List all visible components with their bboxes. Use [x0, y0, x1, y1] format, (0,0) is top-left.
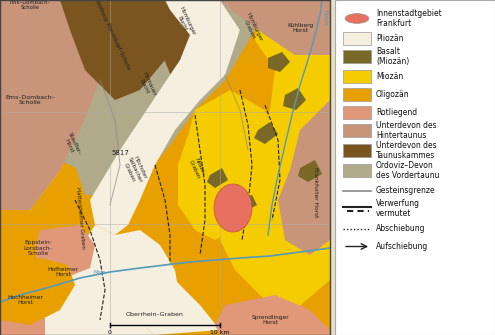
- Polygon shape: [0, 0, 100, 210]
- Polygon shape: [70, 0, 255, 195]
- Polygon shape: [60, 0, 180, 100]
- Text: Hochheimer
Horst: Hochheimer Horst: [7, 294, 43, 306]
- Polygon shape: [35, 225, 95, 278]
- Text: Verwerfung
vermutet: Verwerfung vermutet: [376, 199, 420, 218]
- Polygon shape: [0, 258, 75, 325]
- Bar: [343, 124, 371, 137]
- Bar: [343, 50, 371, 63]
- Text: Eppstein-
Lorsbach-
Scholle: Eppstein- Lorsbach- Scholle: [24, 240, 52, 256]
- Text: Fink–Dombach–
Scholle: Fink–Dombach– Scholle: [9, 0, 50, 10]
- Polygon shape: [65, 225, 180, 330]
- Text: Stauffer–
Horst: Stauffer– Horst: [62, 131, 82, 158]
- Polygon shape: [283, 88, 306, 110]
- Text: Gesteinsgrenze: Gesteinsgrenze: [376, 186, 436, 195]
- Text: Innenstadtgebiet
Frankfurt: Innenstadtgebiet Frankfurt: [376, 9, 442, 28]
- Text: Sprendlinger
Horst: Sprendlinger Horst: [251, 315, 289, 325]
- Polygon shape: [65, 255, 220, 335]
- Text: Homburger
Bucht: Homburger Bucht: [174, 6, 197, 39]
- Text: 5817: 5817: [111, 150, 129, 156]
- Text: Kühlberg
Horst: Kühlberg Horst: [287, 22, 313, 34]
- Text: Homburger
Graben: Homburger Graben: [241, 11, 263, 45]
- Polygon shape: [150, 0, 240, 95]
- Polygon shape: [298, 160, 322, 182]
- Text: Main: Main: [94, 269, 106, 274]
- Polygon shape: [254, 122, 278, 144]
- Polygon shape: [70, 0, 255, 195]
- Bar: [343, 106, 371, 119]
- Bar: [343, 88, 371, 101]
- Text: Unterdevon des
Hintertaunus: Unterdevon des Hintertaunus: [376, 121, 437, 140]
- Text: Hornauer
Bucht: Hornauer Bucht: [137, 71, 157, 99]
- Text: Miozän: Miozän: [376, 72, 403, 81]
- Text: Oberrhein–Graben: Oberrhein–Graben: [126, 313, 184, 318]
- Bar: [335, 0, 495, 335]
- Text: Nidda–
Graben: Nidda– Graben: [188, 156, 206, 180]
- Polygon shape: [60, 0, 180, 100]
- Bar: [0, 0, 330, 335]
- Polygon shape: [268, 52, 290, 72]
- Text: Höchster
Salbacher
Graben: Höchster Salbacher Graben: [122, 154, 148, 186]
- Text: Basalt
(Miozän): Basalt (Miozän): [376, 47, 409, 66]
- Text: Ems–Dombach–
Scholle: Ems–Dombach– Scholle: [5, 94, 55, 106]
- Text: Aufschiebung: Aufschiebung: [376, 242, 428, 251]
- Polygon shape: [0, 0, 100, 210]
- Text: Frankfurter Horst: Frankfurter Horst: [312, 167, 317, 217]
- Polygon shape: [0, 310, 45, 335]
- Polygon shape: [278, 100, 330, 255]
- Text: Nidda: Nidda: [323, 10, 328, 26]
- Text: Rotliegend: Rotliegend: [376, 108, 417, 117]
- Bar: [343, 164, 371, 177]
- Polygon shape: [215, 295, 330, 335]
- Text: Unterdevon des
Taunuskammes: Unterdevon des Taunuskammes: [376, 141, 437, 160]
- Text: Ordoviz–Devon
des Vordertaunu: Ordoviz–Devon des Vordertaunu: [376, 161, 440, 180]
- Polygon shape: [178, 90, 280, 240]
- Ellipse shape: [345, 14, 369, 23]
- Polygon shape: [240, 195, 257, 212]
- Ellipse shape: [214, 184, 252, 232]
- Polygon shape: [220, 0, 330, 55]
- Polygon shape: [215, 0, 330, 310]
- Text: Hofheimer
Horst: Hofheimer Horst: [48, 267, 79, 277]
- Text: Oligozän: Oligozän: [376, 90, 410, 99]
- Bar: [343, 144, 371, 157]
- Bar: [0, 0, 330, 335]
- Polygon shape: [207, 168, 228, 188]
- Text: Feldberg–Pferdskopf–Scholle: Feldberg–Pferdskopf–Scholle: [93, 0, 131, 71]
- Bar: [343, 32, 371, 45]
- Text: 10 km: 10 km: [210, 330, 230, 335]
- Text: Pliozän: Pliozän: [376, 34, 403, 43]
- Text: Abschiebung: Abschiebung: [376, 224, 426, 233]
- Polygon shape: [55, 110, 110, 170]
- Bar: [343, 70, 371, 83]
- Polygon shape: [220, 0, 330, 55]
- Polygon shape: [90, 0, 240, 235]
- Text: Hattersheimer Graben: Hattersheimer Graben: [75, 187, 85, 249]
- Text: 0: 0: [108, 330, 112, 335]
- Polygon shape: [0, 0, 330, 335]
- Polygon shape: [0, 265, 155, 335]
- Polygon shape: [150, 0, 240, 95]
